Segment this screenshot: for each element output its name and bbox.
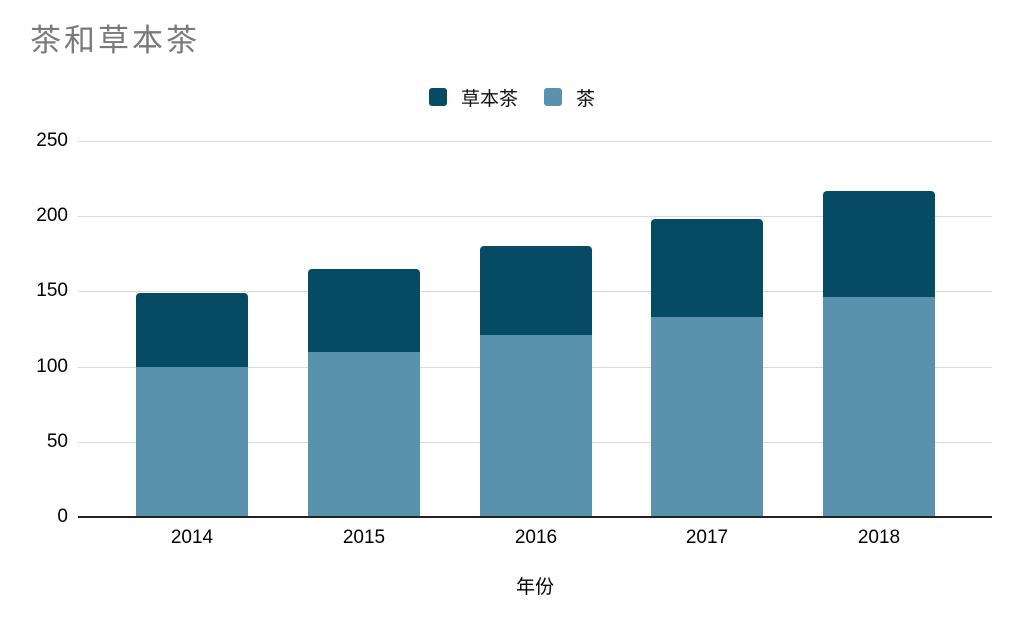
legend-label-herbal-tea: 草本茶	[460, 88, 518, 110]
y-tick-label-250: 250	[36, 130, 68, 151]
bar-segment-tea-2017[interactable]	[651, 316, 763, 517]
bar-segment-herbal-tea-2015[interactable]	[308, 268, 420, 352]
gridline-y-250	[78, 141, 992, 142]
x-tick-label-2017: 2017	[685, 527, 729, 548]
y-tick-label-0: 0	[57, 506, 68, 527]
x-tick-label-2015: 2015	[342, 527, 386, 548]
x-axis-baseline	[78, 516, 992, 518]
x-tick-label-2018: 2018	[857, 527, 901, 548]
bar-segment-tea-2016[interactable]	[480, 335, 592, 517]
bar-segment-tea-2014[interactable]	[136, 366, 248, 517]
x-tick-label-2014: 2014	[170, 527, 214, 548]
bar-2017[interactable]	[651, 219, 763, 517]
x-axis-title: 年份	[515, 577, 554, 598]
bar-segment-tea-2018[interactable]	[823, 297, 935, 517]
legend-label-tea: 茶	[576, 88, 596, 110]
legend-item-tea[interactable]: 茶	[544, 84, 595, 111]
herbal-tea-swatch-icon	[428, 88, 447, 106]
y-tick-label-150: 150	[36, 280, 68, 302]
tea-swatch-icon	[544, 88, 562, 106]
bar-segment-herbal-tea-2018[interactable]	[823, 190, 935, 298]
bar-segment-herbal-tea-2016[interactable]	[480, 246, 592, 335]
x-tick-label-2016: 2016	[514, 527, 558, 548]
y-tick-label-100: 100	[36, 355, 68, 377]
bar-2016[interactable]	[480, 246, 592, 517]
bar-segment-tea-2015[interactable]	[308, 351, 420, 517]
bar-2014[interactable]	[136, 292, 248, 517]
chart-title: 茶和草本茶	[30, 23, 200, 58]
bar-2015[interactable]	[308, 268, 420, 517]
y-tick-label-200: 200	[36, 205, 68, 227]
chart-legend: 草本茶 茶	[0, 84, 1024, 111]
bar-segment-herbal-tea-2017[interactable]	[651, 219, 763, 317]
y-tick-label-50: 50	[46, 430, 68, 452]
bar-2018[interactable]	[823, 190, 935, 517]
legend-item-herbal-tea[interactable]: 草本茶	[428, 84, 518, 111]
gridline-y-200	[78, 216, 992, 218]
bar-segment-herbal-tea-2014[interactable]	[136, 292, 248, 367]
